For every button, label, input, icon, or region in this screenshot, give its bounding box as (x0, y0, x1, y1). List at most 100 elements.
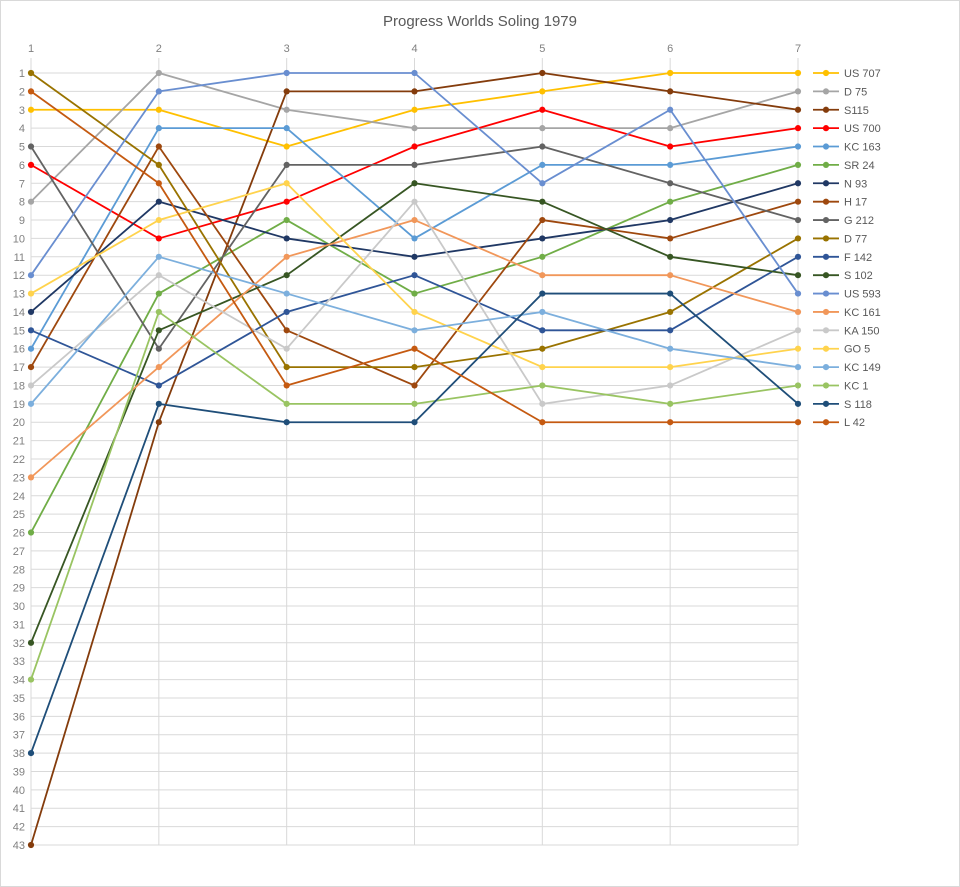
y-tick-label: 25 (13, 509, 25, 521)
data-point (794, 345, 802, 352)
legend-label: L 42 (844, 417, 865, 429)
series-h-17 (27, 143, 802, 389)
y-tick-label: 35 (13, 693, 25, 705)
data-point (155, 327, 162, 334)
x-tick-label: 2 (156, 43, 162, 55)
y-tick-label: 16 (13, 344, 25, 356)
x-tick-label: 5 (539, 43, 545, 55)
data-point (283, 161, 290, 169)
data-point (794, 308, 802, 316)
y-tick-label: 18 (13, 380, 25, 392)
legend-item-n-93: N 93 (813, 178, 867, 190)
legend-item-s-118: S 118 (813, 399, 872, 411)
data-point (794, 400, 802, 407)
legend-swatch-marker (822, 308, 830, 316)
data-point (667, 106, 674, 113)
y-tick-label: 39 (13, 766, 25, 778)
legend-label: GO 5 (844, 344, 870, 356)
data-point (155, 216, 162, 224)
data-point (794, 125, 802, 132)
data-point (667, 198, 674, 205)
y-tick-label: 3 (19, 105, 25, 117)
data-point (283, 290, 290, 297)
legend-label: H 17 (844, 197, 867, 209)
legend-label: D 75 (844, 86, 867, 98)
y-tick-label: 11 (14, 252, 25, 264)
data-point (539, 216, 546, 224)
data-point (539, 198, 546, 205)
legend-item-kc-1: KC 1 (813, 380, 868, 392)
y-tick-label: 27 (13, 546, 25, 558)
y-tick-label: 20 (13, 417, 25, 429)
data-point (539, 363, 546, 371)
data-point (411, 88, 418, 95)
data-point (27, 272, 35, 279)
legend-item-kc-149: KC 149 (813, 362, 881, 374)
series-us-593 (27, 69, 802, 297)
y-tick-label: 10 (13, 233, 25, 245)
data-point (27, 841, 35, 849)
data-point (411, 216, 418, 224)
legend-swatch-marker (822, 382, 830, 389)
data-point (411, 235, 418, 242)
y-tick-label: 9 (19, 215, 25, 227)
data-point (794, 198, 802, 205)
y-tick-label: 37 (13, 730, 25, 742)
data-point (411, 382, 418, 389)
data-point (667, 419, 674, 426)
series-kc-161 (27, 216, 802, 481)
data-point (794, 216, 802, 224)
legend-label: KC 1 (844, 380, 868, 392)
series-us-707 (27, 69, 802, 150)
legend-item-d-75: D 75 (813, 86, 867, 98)
data-point (411, 290, 418, 297)
series-sr-24 (27, 161, 802, 536)
series-f-142 (27, 253, 802, 389)
data-point (411, 400, 418, 407)
data-point (794, 106, 802, 113)
y-tick-label: 36 (13, 711, 25, 723)
data-point (411, 327, 418, 334)
legend-label: D 77 (844, 233, 867, 245)
data-point (155, 161, 162, 169)
data-point (155, 308, 162, 316)
data-point (27, 143, 35, 150)
data-point (27, 161, 35, 169)
legend-swatch-marker (822, 180, 830, 187)
series-g-212 (27, 143, 802, 352)
legend-label: SR 24 (844, 160, 875, 172)
data-point (155, 125, 162, 132)
legend-label: N 93 (844, 178, 867, 190)
data-point (539, 125, 546, 132)
legend-swatch-marker (822, 161, 830, 169)
data-point (667, 290, 674, 297)
y-tick-label: 24 (13, 491, 25, 503)
y-tick-label: 4 (19, 123, 25, 135)
chart-title: Progress Worlds Soling 1979 (383, 13, 577, 30)
y-tick-label: 13 (13, 289, 25, 301)
series-kc-149 (27, 253, 802, 407)
data-point (794, 327, 802, 334)
legend-label: KC 163 (844, 142, 881, 154)
data-point (27, 69, 35, 77)
x-tick-label: 4 (411, 43, 417, 55)
data-point (667, 88, 674, 95)
data-point (283, 400, 290, 407)
data-point (283, 363, 290, 371)
data-point (27, 749, 35, 757)
data-point (794, 290, 802, 297)
data-point (27, 400, 35, 407)
legend-item-kc-163: KC 163 (813, 142, 881, 154)
data-point (411, 253, 418, 260)
data-point (283, 235, 290, 242)
data-point (283, 253, 290, 260)
legend-swatch-marker (822, 198, 830, 205)
legend-swatch-marker (822, 253, 830, 260)
data-point (539, 143, 546, 150)
data-point (27, 529, 35, 536)
y-tick-label: 23 (13, 472, 25, 484)
data-point (411, 180, 418, 187)
y-tick-label: 1 (19, 68, 25, 80)
series-ka-150 (27, 198, 802, 407)
